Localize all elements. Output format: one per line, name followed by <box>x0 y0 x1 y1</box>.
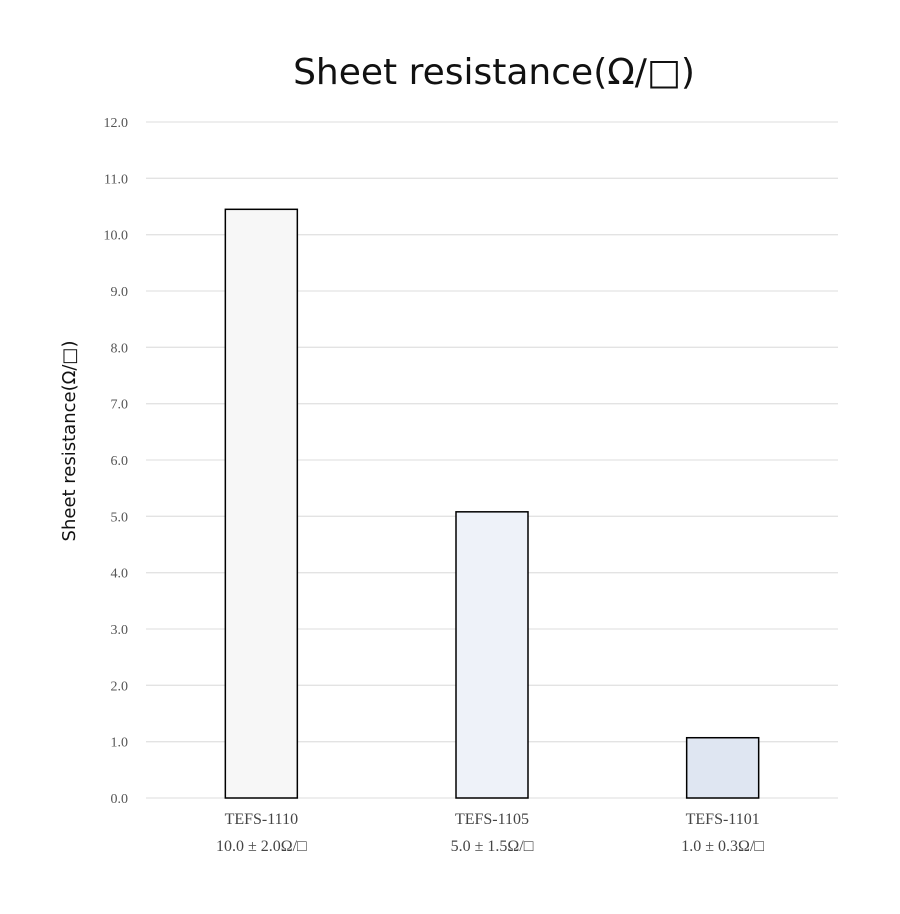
y-axis-label: Sheet resistance(Ω/□) <box>59 341 80 542</box>
x-tick-spec-label: 5.0 ± 1.5Ω/□ <box>451 838 534 855</box>
y-axis-ticks: 0.0 1.0 2.0 3.0 4.0 5.0 6.0 7.0 8.0 9.0 10.0 11.0 12… <box>104 116 129 807</box>
x-tick-label: TEFS-1105 <box>455 811 529 828</box>
x-tick-label: TEFS-1110 <box>225 811 298 828</box>
bar-tefs-1105 <box>455 511 529 799</box>
bar-tefs-1101 <box>685 736 760 799</box>
y-tick-label: 2.0 <box>111 679 129 694</box>
y-tick-label: 1.0 <box>111 736 129 751</box>
x-tick-spec-label: 1.0 ± 0.3Ω/□ <box>681 838 764 855</box>
y-tick-label: 10.0 <box>104 229 129 244</box>
y-tick-label: 0.0 <box>111 792 129 807</box>
y-tick-label: 11.0 <box>104 172 128 187</box>
y-tick-label: 7.0 <box>111 398 129 413</box>
y-tick-label: 9.0 <box>111 285 129 300</box>
y-tick-label: 8.0 <box>111 341 129 356</box>
y-tick-label: 5.0 <box>111 510 129 525</box>
y-tick-label: 12.0 <box>104 116 129 131</box>
bars <box>224 208 760 799</box>
y-tick-label: 6.0 <box>111 454 129 469</box>
x-tick-label: TEFS-1101 <box>686 811 760 828</box>
y-tick-label: 3.0 <box>111 623 129 638</box>
x-axis-ticks: TEFS-1110 10.0 ± 2.0Ω/□ TEFS-1105 5.0 ± 1.5… <box>216 811 764 855</box>
x-tick-spec-label: 10.0 ± 2.0Ω/□ <box>216 838 307 855</box>
bar-tefs-1110 <box>224 208 299 799</box>
chart-title: Sheet resistance(Ω/□) <box>293 52 695 93</box>
y-tick-label: 4.0 <box>111 567 129 582</box>
